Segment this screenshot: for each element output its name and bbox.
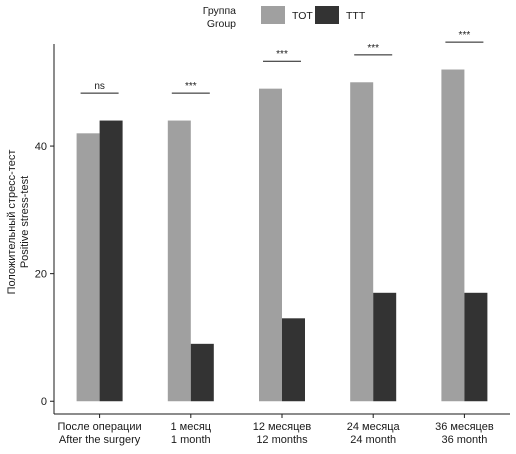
legend: Группа Group TOT TTT: [203, 5, 366, 30]
legend-title-line-1: Группа: [203, 5, 236, 17]
y-tick-label: 20: [35, 269, 47, 281]
x-tick-label: After the surgery: [59, 434, 141, 446]
bar-tot: [441, 69, 465, 402]
x-tick-label: 36 месяцев: [435, 421, 494, 433]
y-tick-label: 0: [41, 396, 47, 408]
significance-label: ***: [367, 43, 379, 54]
significance-label: ***: [276, 49, 288, 60]
legend-title-line-2: Group: [207, 18, 236, 30]
significance-label: ***: [459, 30, 471, 41]
bar-tot: [259, 88, 282, 402]
bar-ttt: [99, 120, 123, 402]
legend-swatch-ttt: [315, 6, 339, 24]
y-axis-label: Положительный стресс-тест Positive stres…: [6, 150, 31, 295]
legend-swatch-tot: [261, 6, 285, 24]
bar-tot: [167, 120, 191, 402]
bar-tot: [76, 133, 100, 402]
x-tick-label: 12 months: [256, 434, 308, 446]
x-tick-label: 36 month: [441, 434, 487, 446]
x-tick-label: 12 месяцев: [253, 421, 312, 433]
bar-ttt: [190, 343, 214, 402]
x-tick-label: 24 месяца: [347, 421, 401, 433]
bar-ttt: [282, 318, 305, 402]
bar-tot: [350, 82, 374, 402]
x-tick-label: 24 month: [350, 434, 396, 446]
bar-ttt: [464, 292, 488, 402]
significance-label: ***: [185, 81, 197, 92]
x-tick-label: 1 месяц: [170, 421, 211, 433]
legend-label-tot: TOT: [292, 10, 313, 22]
legend-label-ttt: TTT: [346, 10, 366, 22]
y-axis-label-line-2: Positive stress-test: [19, 176, 31, 268]
x-tick-label: После операции: [58, 421, 142, 433]
x-tick-label: 1 month: [171, 434, 211, 446]
bar-ttt: [373, 292, 397, 402]
y-axis-label-line-1: Положительный стресс-тест: [6, 150, 18, 295]
significance-label: ns: [94, 81, 105, 92]
y-tick-label: 40: [35, 141, 47, 153]
